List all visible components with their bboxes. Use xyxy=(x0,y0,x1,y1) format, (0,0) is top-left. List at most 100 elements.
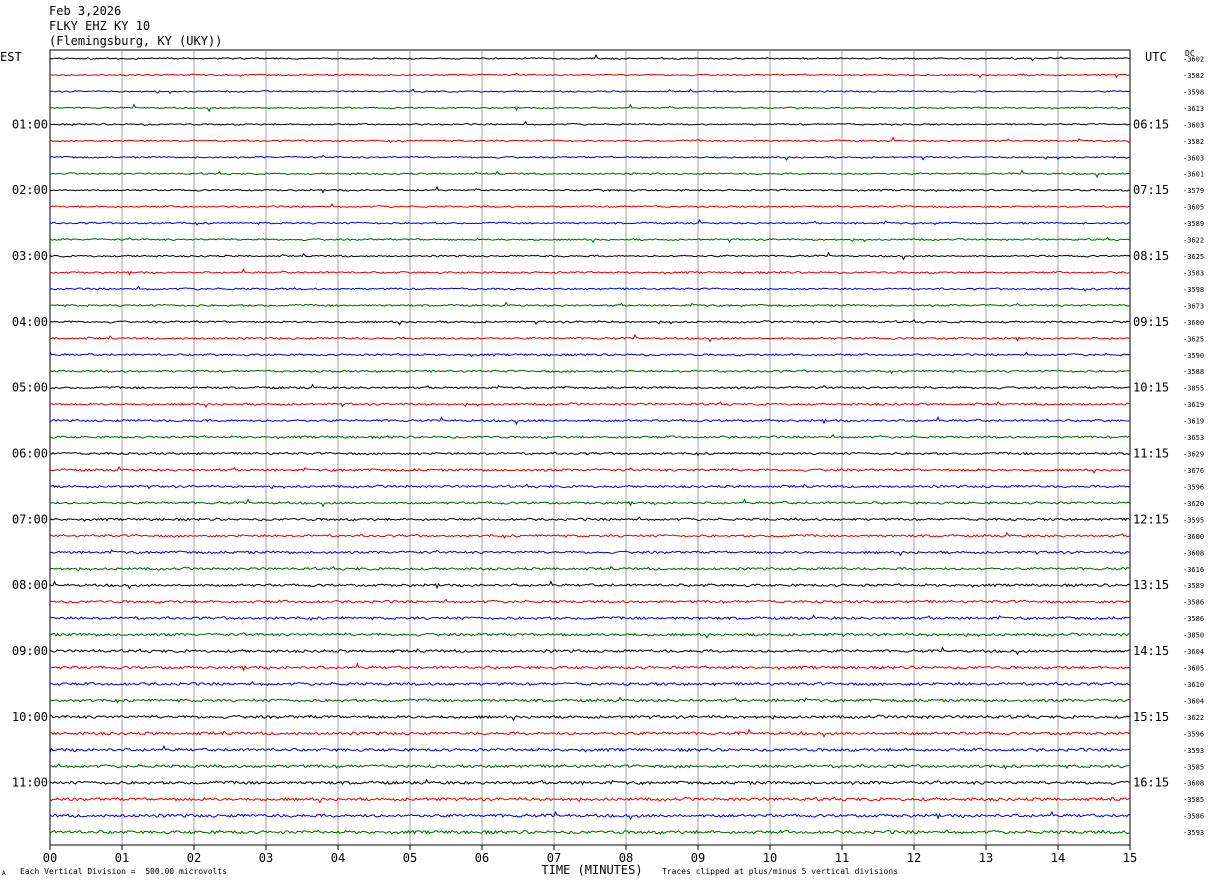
right-hour-label: 09:15 xyxy=(1133,315,1169,329)
seismic-trace xyxy=(49,333,1131,343)
left-hour-label: 04:00 xyxy=(12,315,48,329)
left-hour-label: 01:00 xyxy=(12,117,48,131)
seismic-trace xyxy=(49,646,1131,656)
x-axis-title: TIME (MINUTES) xyxy=(541,863,642,877)
dc-offset-label: -3582 xyxy=(1183,72,1204,80)
seismic-trace xyxy=(49,103,1131,113)
seismic-trace xyxy=(49,598,1131,604)
seismic-trace xyxy=(49,810,1131,821)
seismic-trace xyxy=(49,714,1131,722)
dc-offset-label: -3579 xyxy=(1183,187,1204,195)
dc-offset-label: -3673 xyxy=(1183,302,1204,310)
seismic-trace xyxy=(49,516,1131,522)
dc-offset-label: -3600 xyxy=(1183,533,1204,541)
right-hour-label: 06:15 xyxy=(1133,117,1169,131)
seismic-trace xyxy=(49,351,1131,357)
dc-offset-label: -3585 xyxy=(1183,796,1204,804)
seismic-trace xyxy=(49,285,1131,292)
x-tick-label: 11 xyxy=(835,851,849,865)
dc-offset-label: -3676 xyxy=(1183,467,1204,475)
left-hour-label: 10:00 xyxy=(12,710,48,724)
right-hour-label: 16:15 xyxy=(1133,776,1169,790)
right-hour-label: 14:15 xyxy=(1133,644,1169,658)
dc-offset-label: -3605 xyxy=(1183,204,1204,212)
dc-offset-label: -3586 xyxy=(1183,813,1204,821)
seismic-trace xyxy=(49,465,1131,474)
dc-offset-label: -3588 xyxy=(1183,368,1204,376)
seismic-trace xyxy=(49,318,1131,326)
seismic-trace xyxy=(49,531,1131,539)
dc-offset-label: -3593 xyxy=(1183,747,1204,755)
dc-offset-label: -3589 xyxy=(1183,220,1204,228)
right-hour-label: 15:15 xyxy=(1133,710,1169,724)
seismic-trace xyxy=(49,681,1131,687)
clip-note: Traces clipped at plus/minus 5 vertical … xyxy=(662,867,899,876)
seismic-trace xyxy=(49,185,1131,194)
seismic-trace xyxy=(49,549,1131,557)
seismic-trace xyxy=(49,203,1131,209)
dc-offset-label: -3586 xyxy=(1183,599,1204,607)
x-tick-label: 06 xyxy=(475,851,489,865)
right-hour-label: 13:15 xyxy=(1133,578,1169,592)
x-tick-label: 08 xyxy=(619,851,633,865)
seismic-trace xyxy=(49,565,1131,572)
x-tick-label: 13 xyxy=(979,851,993,865)
x-tick-label: 04 xyxy=(331,851,345,865)
dc-offset-label: -3608 xyxy=(1183,780,1204,788)
seismic-trace xyxy=(49,451,1131,457)
right-hour-label: 11:15 xyxy=(1133,447,1169,461)
left-hour-label: 02:00 xyxy=(12,183,48,197)
seismic-trace xyxy=(49,72,1131,79)
x-tick-label: 09 xyxy=(691,851,705,865)
dc-offset-label: -3610 xyxy=(1183,681,1204,689)
dc-offset-label: -3613 xyxy=(1183,105,1204,113)
dc-offset-label: -3595 xyxy=(1183,516,1204,524)
dc-offset-label: -3608 xyxy=(1183,549,1204,557)
seismic-trace xyxy=(49,796,1131,804)
left-hour-label: 06:00 xyxy=(12,447,48,461)
dc-offset-label: -3625 xyxy=(1183,253,1204,261)
dc-offset-label: -3603 xyxy=(1183,154,1204,162)
seismic-trace xyxy=(49,369,1131,375)
dc-offset-label: -3604 xyxy=(1183,697,1204,705)
seismic-trace xyxy=(49,696,1131,704)
scale-note: Each Vertical Division = 500.00 microvol… xyxy=(20,867,228,876)
dc-offset-label: -3598 xyxy=(1183,88,1204,96)
seismic-trace xyxy=(49,136,1131,144)
left-hour-label: 08:00 xyxy=(12,578,48,592)
right-timezone-label: UTC xyxy=(1145,50,1167,64)
seismic-trace xyxy=(49,236,1131,244)
x-tick-label: 01 xyxy=(115,851,129,865)
x-tick-label: 12 xyxy=(907,851,921,865)
seismic-trace xyxy=(49,301,1131,308)
dc-offset-label: -3855 xyxy=(1183,385,1204,393)
seismic-trace xyxy=(49,498,1131,508)
seismic-trace xyxy=(49,251,1131,261)
seismic-trace xyxy=(49,744,1131,753)
seismic-trace xyxy=(49,53,1131,62)
seismic-trace xyxy=(49,433,1131,440)
left-hour-label: 07:00 xyxy=(12,512,48,526)
corner-mark: A xyxy=(2,870,6,877)
plot-frame xyxy=(49,49,1131,846)
right-hour-label: 07:15 xyxy=(1133,183,1169,197)
dc-offset-label: -3596 xyxy=(1183,483,1204,491)
dc-offset-label: -3850 xyxy=(1183,632,1204,640)
dc-offset-label: -3602 xyxy=(1183,56,1204,64)
left-hour-label: 03:00 xyxy=(12,249,48,263)
seismic-trace xyxy=(49,662,1131,672)
dc-offset-label: -3605 xyxy=(1183,665,1204,673)
dc-offset-label: -3601 xyxy=(1183,171,1204,179)
dc-offset-label: -3583 xyxy=(1183,269,1204,277)
x-tick-label: 02 xyxy=(187,851,201,865)
seismic-trace xyxy=(49,218,1131,226)
dc-offset-label: -3619 xyxy=(1183,401,1204,409)
seismic-trace xyxy=(49,763,1131,770)
dc-offset-label: -3625 xyxy=(1183,335,1204,343)
seismic-trace xyxy=(49,401,1131,408)
dc-offset-label: -3622 xyxy=(1183,714,1204,722)
dc-offset-label: -3622 xyxy=(1183,237,1204,245)
left-hour-label: 09:00 xyxy=(12,644,48,658)
dc-offset-label: -3585 xyxy=(1183,763,1204,771)
